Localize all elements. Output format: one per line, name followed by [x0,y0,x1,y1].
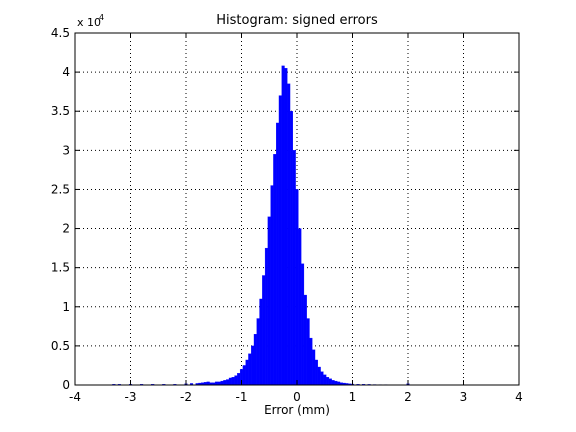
histogram-bar [253,334,257,386]
y-tick-label: 3.5 [51,104,70,118]
histogram-bar [259,298,263,386]
x-tick-label: -4 [69,390,81,404]
x-axis-label: Error (mm) [264,403,330,417]
histogram-bar [273,154,277,386]
histogram-bar [306,318,310,386]
histogram-bar [220,380,224,386]
y-tick-label: 3 [62,143,70,157]
y-tick-label: 4 [62,65,70,79]
histogram-bar [320,371,324,386]
x-tick-label: 4 [515,390,523,404]
histogram-bar [251,345,255,386]
y-multiplier-label: x 10 [77,16,101,29]
histogram-bar [270,185,274,386]
histogram-bar [328,378,332,386]
x-tick-label: 2 [404,390,412,404]
histogram-bar [292,150,296,386]
y-tick-label: 1.5 [51,261,70,275]
histogram-bar [278,95,282,386]
histogram-bar [226,379,230,386]
histogram-bar [223,380,227,386]
histogram-bar [245,359,249,386]
y-tick-labels: 0 0.5 1 1.5 2 2.5 3 3.5 4 4.5 [51,26,70,392]
histogram-bar [234,375,238,386]
chart-title: Histogram: signed errors [216,13,378,28]
histogram-bar [301,263,305,386]
y-tick-label: 0.5 [51,339,70,353]
histogram-bar [267,216,271,386]
histogram-bar [242,365,246,386]
histogram-bar [262,275,266,386]
y-tick-label: 0 [62,378,70,392]
histogram-bar [298,228,302,386]
histogram-bar [284,68,288,386]
x-tick-label: 1 [349,390,357,404]
histogram-bar [289,111,293,386]
histogram-bar [303,294,307,386]
histogram-bar [276,122,280,386]
histogram-bar [334,380,338,386]
axes [74,32,520,386]
y-multiplier: x 10 4 [77,13,104,29]
histogram-bar [295,189,299,386]
x-tick-label: 0 [293,390,301,404]
histogram-bar [228,377,232,386]
y-tick-label: 1 [62,300,70,314]
histogram-bar [248,353,252,386]
x-tick-label: -3 [125,390,137,404]
histogram-bar [281,65,285,386]
y-multiplier-exponent: 4 [99,13,104,22]
histogram-bar [325,377,330,386]
histogram-bar [309,337,313,386]
x-tick-label: -1 [236,390,248,404]
histogram-bar [323,374,327,386]
histogram-bar [331,380,335,386]
histogram-bar [237,373,241,386]
y-tick-label: 4.5 [51,26,70,40]
y-tick-label: 2.5 [51,182,70,196]
x-tick-labels: -4 -3 -2 -1 0 1 2 3 4 [69,390,523,404]
histogram-bar [314,359,318,386]
x-tick-label: -2 [180,390,192,404]
histogram-bar [264,247,269,386]
histogram-bar [317,366,321,386]
histogram-bar [256,318,260,386]
histogram-bar [231,377,235,386]
x-tick-label: 3 [460,390,468,404]
histogram-bar [312,349,316,386]
histogram-bar [287,83,291,386]
y-tick-label: 2 [62,222,70,236]
bars [112,65,410,386]
